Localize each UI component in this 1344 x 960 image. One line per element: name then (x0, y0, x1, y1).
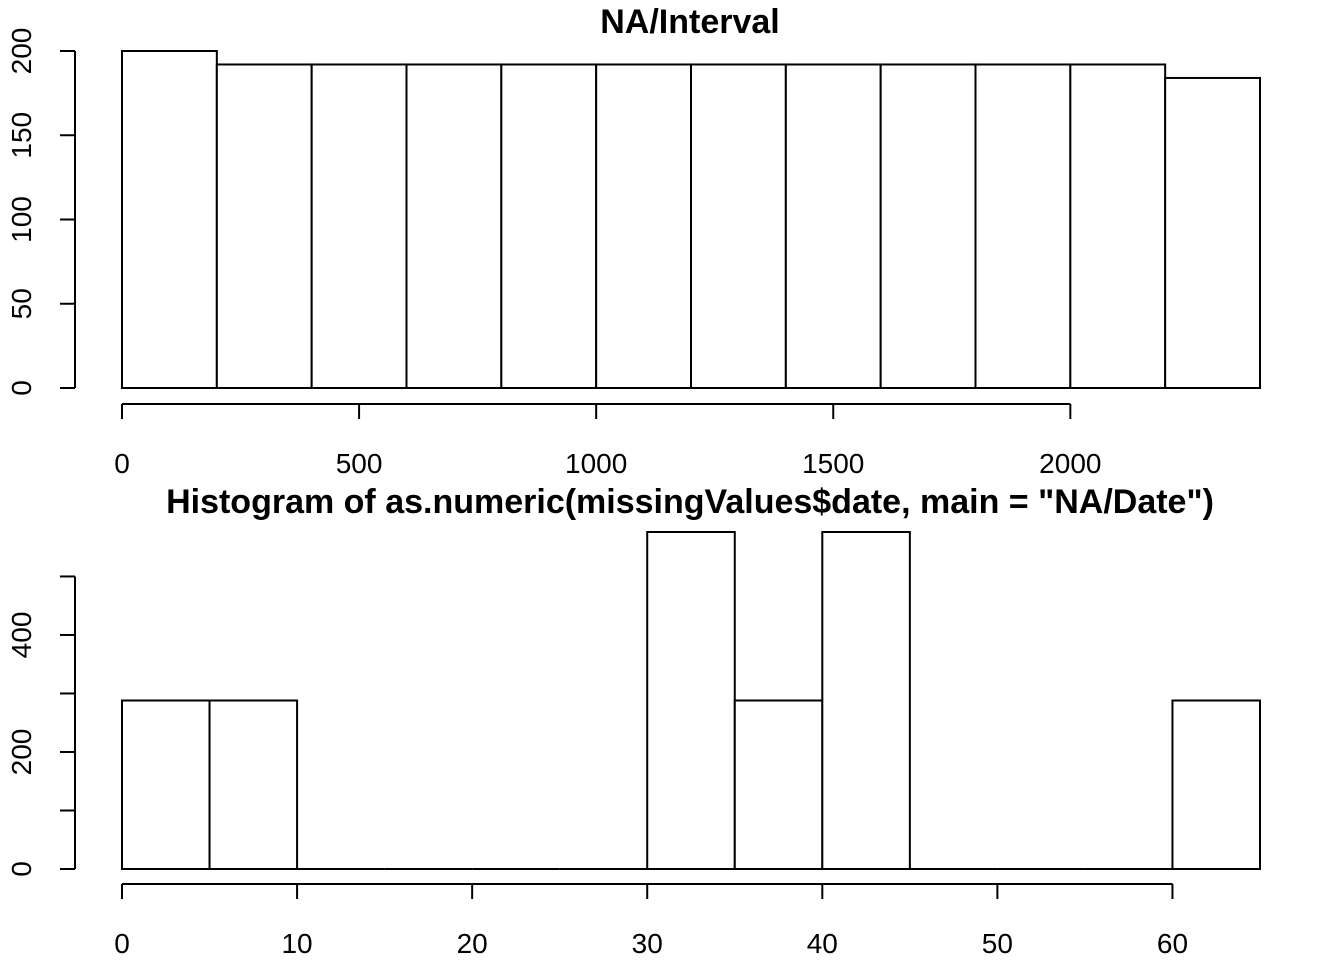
histogram-bar (500, 63, 598, 389)
histogram-bar (215, 63, 313, 389)
y-tick-label: 400 (6, 612, 37, 659)
histogram-bar (1171, 699, 1262, 870)
histogram-bar (1164, 76, 1261, 390)
histogram-bar (784, 63, 882, 389)
x-tick-label: 2000 (1039, 448, 1101, 479)
date-histogram-x-axis: 0 10 20 30 40 50 60 (114, 883, 1188, 959)
y-tick-label: 200 (6, 28, 37, 75)
date-histogram-panel: Histogram of as.numeric(missingValues$da… (6, 483, 1262, 959)
x-tick-label: 10 (281, 928, 312, 959)
interval-histogram-title: NA/Interval (600, 3, 780, 41)
histogram-bar (595, 63, 693, 389)
histogram-bar (646, 531, 736, 870)
x-tick-label: 1000 (565, 448, 627, 479)
x-tick-label: 60 (1157, 928, 1188, 959)
y-tick-label: 0 (6, 380, 37, 396)
x-tick-label: 20 (457, 928, 488, 959)
interval-histogram-bars (121, 50, 1261, 390)
histogram-bar (690, 63, 787, 389)
x-tick-label: 1500 (802, 448, 864, 479)
x-tick-label: 0 (114, 928, 130, 959)
date-histogram-y-axis: 0 200 400 (6, 575, 76, 877)
x-tick-label: 500 (336, 448, 383, 479)
x-tick-label: 40 (807, 928, 838, 959)
histogram-bar (1069, 63, 1167, 389)
y-tick-label: 200 (6, 729, 37, 776)
x-tick-label: 0 (114, 448, 130, 479)
histogram-bar (974, 63, 1072, 389)
histogram-bar (879, 63, 977, 389)
x-tick-label: 50 (982, 928, 1013, 959)
histogram-bar (121, 699, 211, 870)
histogram-bar (310, 63, 408, 389)
date-histogram-title: Histogram of as.numeric(missingValues$da… (166, 483, 1214, 521)
y-tick-label: 150 (6, 112, 37, 159)
y-tick-label: 100 (6, 196, 37, 243)
x-tick-label: 30 (632, 928, 663, 959)
y-tick-label: 50 (6, 288, 37, 319)
histogram-bar (821, 531, 911, 870)
histogram-bar (208, 699, 299, 870)
histogram-bar (405, 63, 503, 389)
y-tick-label: 0 (6, 861, 37, 877)
histogram-bar (121, 50, 218, 389)
histogram-bar (733, 699, 824, 870)
interval-histogram-x-axis: 0 500 1000 1500 2000 (114, 403, 1101, 479)
date-histogram-bars (121, 531, 1262, 870)
interval-histogram-panel: NA/Interval 0 500 1000 1500 2000 0 50 100 150 20… (6, 3, 1261, 479)
interval-histogram-y-axis: 0 50 100 150 200 (6, 28, 76, 396)
